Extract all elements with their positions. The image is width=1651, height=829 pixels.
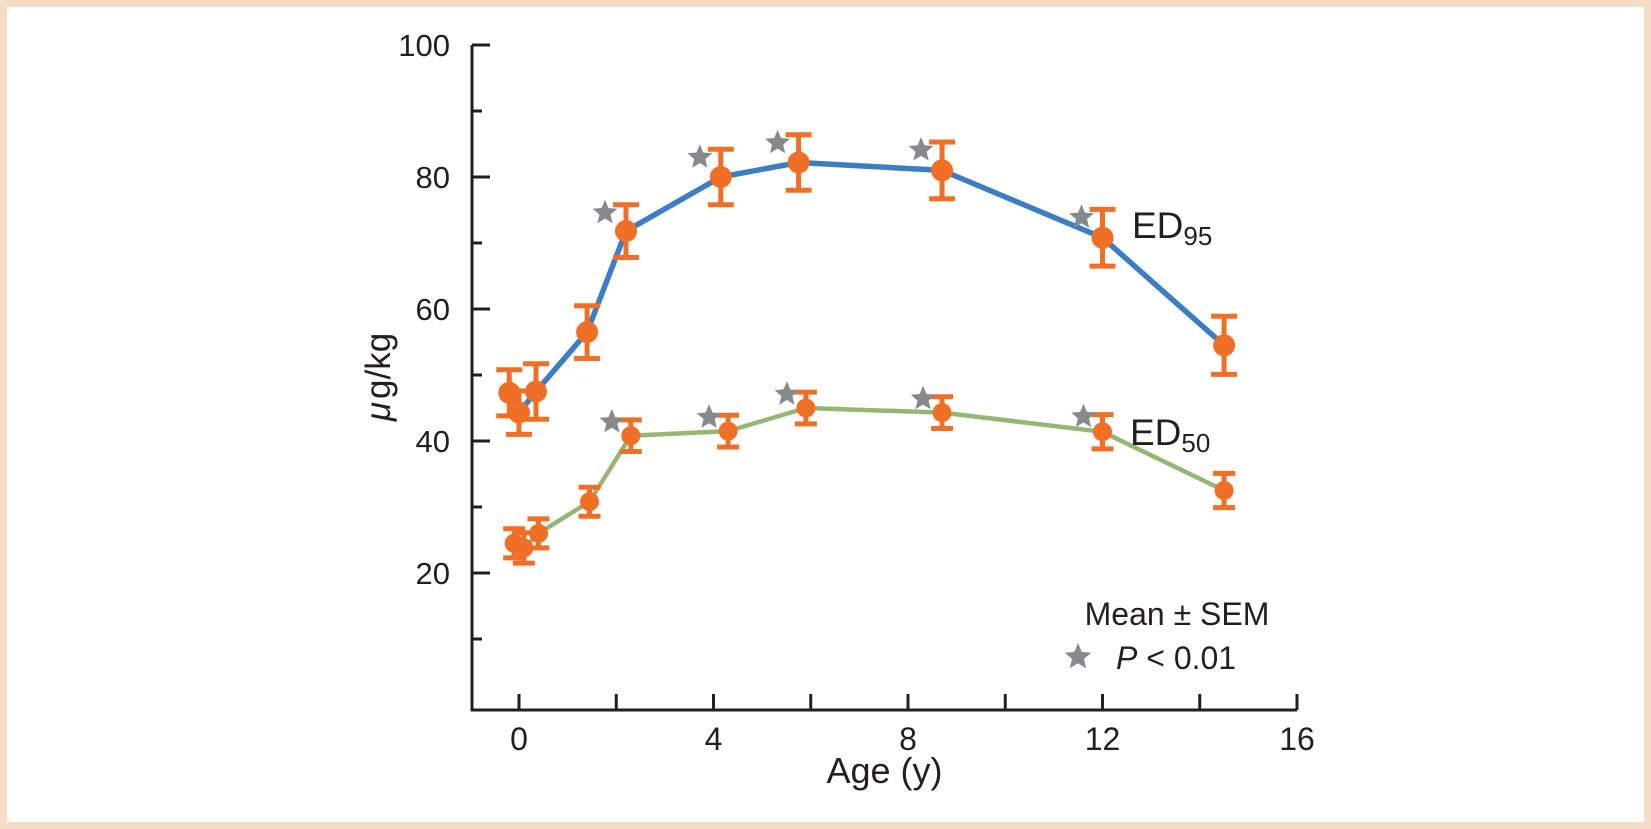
y-tick-label: 20 — [416, 556, 450, 591]
data-point-marker — [525, 380, 547, 403]
data-point-marker — [498, 381, 521, 404]
legend-star-icon — [1064, 643, 1092, 669]
data-point-marker — [718, 421, 738, 441]
significance-star-icon — [774, 381, 800, 405]
data-point-marker — [709, 166, 732, 188]
data-point-marker — [508, 401, 530, 424]
data-point-marker — [787, 151, 810, 174]
x-tick-label: 12 — [1085, 721, 1121, 757]
axis-lines — [470, 45, 1297, 712]
ed95-line — [506, 159, 1227, 416]
significance-star-icon — [908, 137, 934, 161]
data-point-marker — [1213, 334, 1236, 357]
data-point-marker — [580, 492, 599, 512]
significance-star-icon — [592, 199, 618, 224]
series-ed95: ED95 — [496, 129, 1238, 437]
data-point-marker — [796, 398, 816, 418]
legend-p-value-label: P < 0.01 — [1116, 640, 1236, 676]
ed50-line — [511, 405, 1227, 551]
legend: Mean ± SEM P < 0.01 — [1064, 596, 1270, 676]
x-tick-label: 0 — [510, 721, 528, 757]
axes: 20 40 60 80 100 0 4 8 12 16 Age (y) μg/kg — [359, 28, 1315, 791]
data-point-marker — [621, 426, 641, 446]
significance-star-icon — [765, 129, 790, 154]
y-axis-title: μg/kg — [359, 333, 398, 422]
data-point-marker — [1093, 422, 1112, 442]
data-point-marker — [931, 159, 953, 182]
significance-star-icon — [1069, 204, 1094, 228]
series-label-ed95: ED95 — [1132, 205, 1212, 251]
series-label-ed50: ED50 — [1130, 412, 1210, 458]
significance-star-icon — [687, 144, 713, 168]
data-point-marker — [1091, 226, 1114, 249]
significance-star-icon — [599, 408, 625, 433]
y-tick-label: 60 — [416, 292, 450, 327]
x-tick-label: 16 — [1279, 721, 1315, 757]
x-tick-label: 8 — [899, 721, 917, 757]
significance-star-icon — [696, 404, 722, 428]
x-axis-title: Age (y) — [826, 750, 942, 791]
data-point-marker — [576, 321, 599, 344]
data-point-marker — [529, 523, 548, 543]
significance-star-icon — [910, 385, 936, 410]
y-tick-label: 40 — [416, 424, 450, 459]
data-point-marker — [1214, 481, 1234, 500]
data-point-marker — [615, 220, 637, 243]
x-tick-label: 4 — [705, 721, 723, 757]
legend-mean-sem-label: Mean ± SEM — [1085, 596, 1270, 632]
y-tick-label: 80 — [416, 160, 450, 195]
series-ed50: ED50 — [503, 381, 1236, 566]
data-point-marker — [514, 538, 534, 558]
data-point-marker — [932, 403, 952, 423]
significance-star-icon — [1071, 403, 1096, 428]
y-tick-label: 100 — [398, 28, 450, 63]
